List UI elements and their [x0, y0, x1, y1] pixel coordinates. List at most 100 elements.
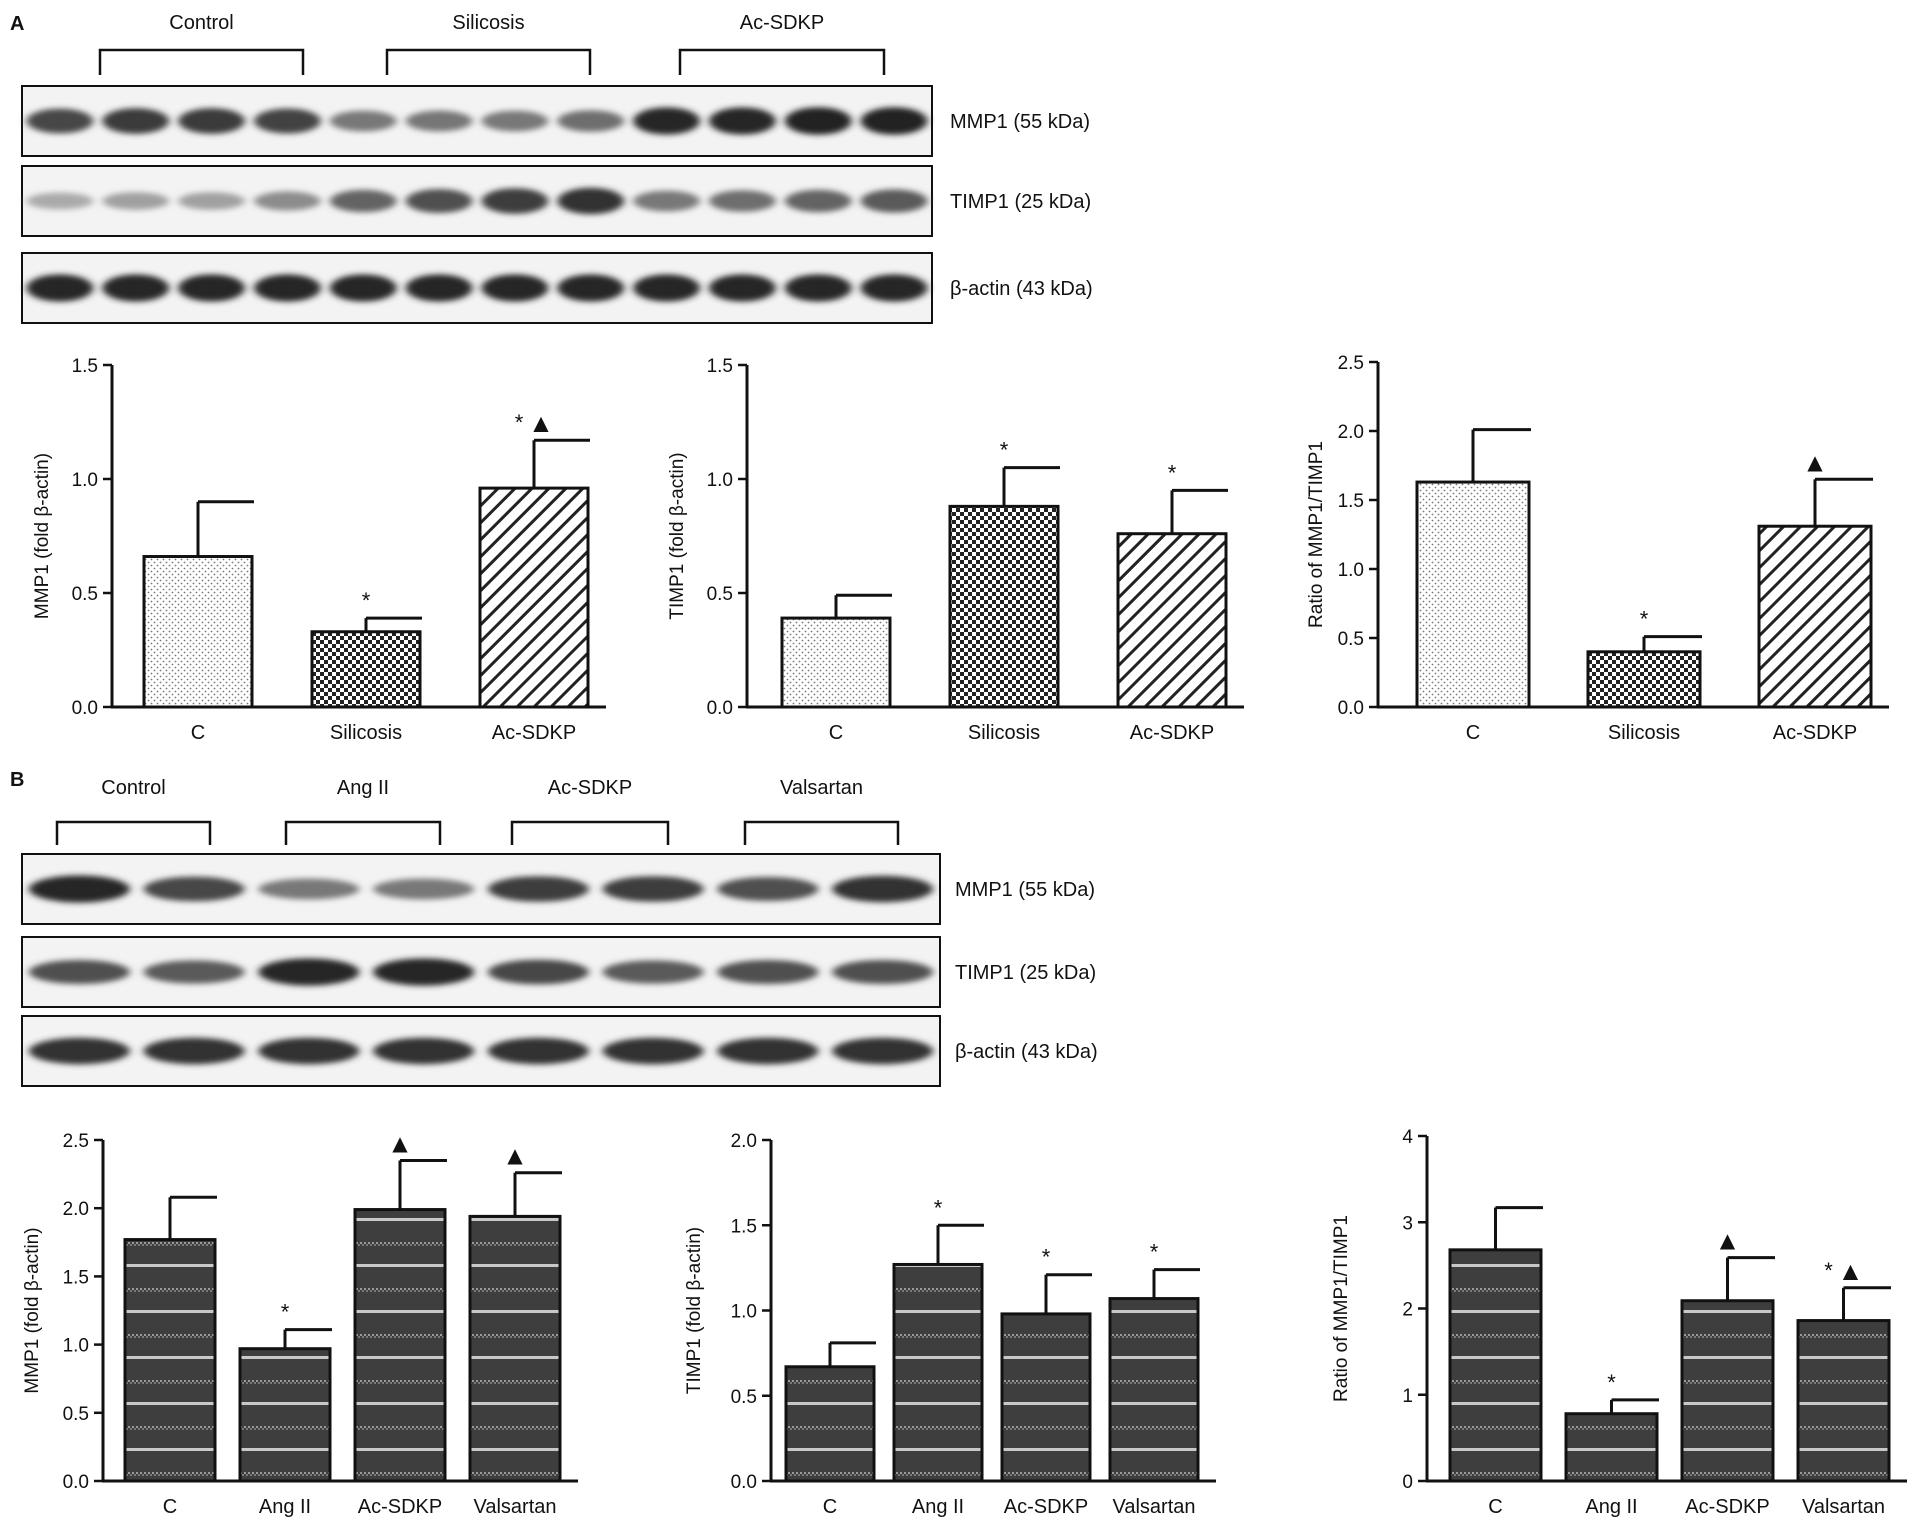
y-tick-label: 1.0 [63, 1336, 89, 1357]
significance-triangle: ▲ [528, 408, 554, 438]
blot-band [602, 960, 704, 984]
blot-group-bracket [510, 820, 670, 845]
y-tick-label: 0.0 [72, 698, 98, 719]
y-tick-label: 1.5 [707, 356, 733, 377]
blot-band [481, 110, 549, 132]
blot-band [373, 1037, 475, 1065]
bar [892, 1262, 984, 1483]
y-axis-label: TIMP1 (fold β-actin) [684, 1227, 705, 1394]
y-tick-label: 0.0 [731, 1472, 757, 1493]
y-tick-label: 0.5 [707, 584, 733, 605]
x-tick-label: Ac-SDKP [1130, 722, 1214, 744]
blot-group-bracket [55, 820, 212, 845]
blot-strip [21, 165, 933, 237]
y-tick-label: 0.5 [1338, 629, 1364, 650]
y-tick-label: 1.5 [1338, 491, 1364, 512]
bar-chart: 0.0 0.5 1.0 1.5 2.0 TIMP1 (fold β-actin) C Ang … [684, 1131, 1216, 1518]
bar [1415, 480, 1531, 709]
significance-star: * [1150, 1240, 1159, 1265]
blot-band [28, 875, 130, 903]
blot-band [481, 188, 549, 214]
significance-star: * [281, 1300, 290, 1325]
bar-chart: 0.0 0.5 1.0 1.5 2.0 2.5 Ratio of MMP1/TIMP1 C Si… [1306, 353, 1889, 744]
blot-band [143, 1037, 245, 1065]
bar [478, 486, 590, 709]
y-tick-label: 1.0 [707, 470, 733, 491]
blot-band [258, 878, 360, 900]
bar [1757, 524, 1873, 709]
x-tick-label: C [1488, 1496, 1502, 1518]
x-tick-label: Silicosis [330, 722, 402, 744]
bar [238, 1347, 332, 1483]
significance-star: * [1000, 438, 1009, 463]
blot-band [102, 108, 170, 134]
bar [468, 1214, 562, 1483]
significance-star: * [934, 1195, 943, 1220]
blot-band [258, 1037, 360, 1065]
blot-group-bracket [284, 820, 442, 845]
blot-band [254, 274, 321, 302]
bar [948, 504, 1060, 709]
x-tick-label: C [829, 722, 843, 744]
bar [123, 1238, 217, 1483]
bar-chart: 0.0 0.5 1.0 1.5 MMP1 (fold β-actin) C Silicosi… [32, 356, 606, 744]
blot-band [832, 1037, 934, 1065]
significance-star: * [1640, 607, 1649, 632]
blot-band [254, 191, 321, 211]
blot-band [717, 877, 819, 901]
significance-triangle: ▲ [502, 1141, 528, 1171]
x-tick-label: Silicosis [968, 722, 1040, 744]
x-tick-label: Ang II [912, 1496, 964, 1518]
x-tick-label: Valsartan [1112, 1496, 1195, 1518]
x-tick-label: Valsartan [1802, 1496, 1885, 1518]
significance-triangle: ▲ [1802, 447, 1828, 477]
blot-band [26, 192, 94, 210]
bar [1796, 1319, 1891, 1483]
y-tick-label: 0.5 [731, 1387, 757, 1408]
panel-label-b: B [10, 769, 24, 791]
blot-band [329, 110, 397, 132]
bar-charts: 0.0 0.5 1.0 1.5 MMP1 (fold β-actin) C Silicosi… [22, 353, 1907, 1518]
blot-band [633, 190, 700, 212]
blot-group-label: Silicosis [452, 12, 524, 34]
blot-group-bracket [385, 48, 592, 75]
blot-band [329, 189, 397, 213]
blot-band [602, 876, 704, 902]
blot-band [373, 878, 475, 900]
blot-group-label: Ac-SDKP [548, 777, 632, 799]
blot-group-label: Ang II [337, 777, 389, 799]
blot-band [633, 107, 700, 135]
blot-band [832, 960, 934, 984]
y-tick-label: 4 [1402, 1127, 1413, 1148]
x-tick-label: C [163, 1496, 177, 1518]
blot-band [709, 107, 776, 135]
bar-chart: 0 1 2 3 4 Ratio of MMP1/TIMP1 C Ang II * Ac-SDKP ▲… [1331, 1127, 1907, 1518]
y-tick-label: 0 [1402, 1472, 1413, 1493]
blot-strip [21, 252, 933, 324]
y-tick-label: 0.0 [63, 1472, 89, 1493]
y-tick-label: 1.5 [731, 1216, 757, 1237]
blot-group-label: Valsartan [780, 777, 863, 799]
blot-band-label: TIMP1 (25 kDa) [950, 191, 1091, 213]
blot-strip [21, 85, 933, 157]
significance-star: * [1042, 1245, 1051, 1270]
y-tick-label: 1.5 [72, 356, 98, 377]
blot-band [405, 274, 473, 302]
blot-band [178, 108, 245, 134]
blot-group-label: Control [101, 777, 165, 799]
y-tick-label: 0.0 [707, 698, 733, 719]
x-tick-label: Valsartan [473, 1496, 556, 1518]
y-tick-label: 2.0 [731, 1131, 757, 1152]
blot-group-label: Control [169, 12, 233, 34]
blot-band [143, 960, 245, 984]
blot-band [633, 274, 700, 302]
x-tick-label: Ac-SDKP [1004, 1496, 1088, 1518]
y-tick-label: 1 [1402, 1386, 1413, 1407]
blot-band [860, 274, 928, 302]
y-tick-label: 1.0 [1338, 560, 1364, 581]
blot-band [709, 190, 776, 212]
bar [784, 1365, 876, 1483]
blot-band [487, 959, 589, 985]
blot-band [557, 274, 625, 302]
